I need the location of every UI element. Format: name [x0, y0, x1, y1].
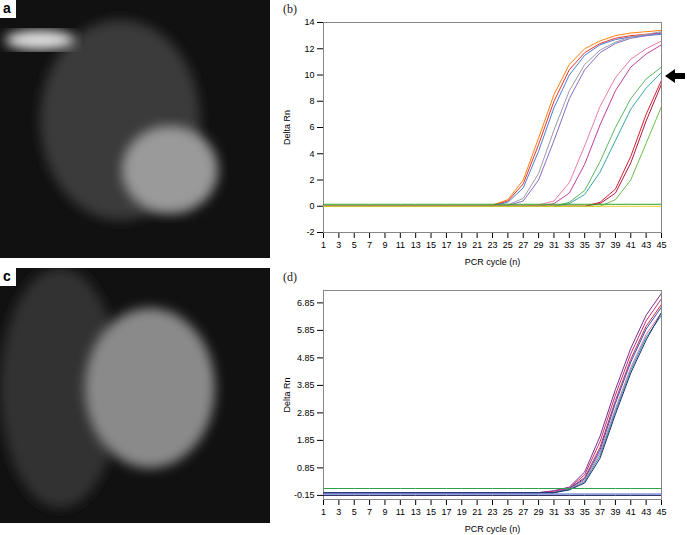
- svg-text:8: 8: [309, 96, 314, 106]
- svg-text:17: 17: [441, 240, 451, 250]
- svg-text:27: 27: [518, 507, 528, 517]
- svg-text:2.85: 2.85: [297, 408, 315, 418]
- svg-text:9: 9: [382, 240, 387, 250]
- svg-text:19: 19: [457, 240, 467, 250]
- svg-text:19: 19: [457, 507, 467, 517]
- svg-text:3: 3: [336, 507, 341, 517]
- svg-text:43: 43: [641, 507, 651, 517]
- svg-text:33: 33: [564, 507, 574, 517]
- svg-text:35: 35: [580, 507, 590, 517]
- svg-text:6: 6: [309, 122, 314, 132]
- svg-text:0: 0: [309, 201, 314, 211]
- svg-text:33: 33: [564, 240, 574, 250]
- svg-text:7: 7: [367, 240, 372, 250]
- svg-text:13: 13: [411, 240, 421, 250]
- svg-text:Delta Rn: Delta Rn: [282, 377, 292, 412]
- svg-text:PCR cycle (n): PCR cycle (n): [465, 524, 521, 534]
- svg-text:21: 21: [472, 507, 482, 517]
- svg-text:41: 41: [626, 507, 636, 517]
- svg-text:23: 23: [487, 240, 497, 250]
- svg-text:9: 9: [382, 507, 387, 517]
- svg-text:37: 37: [595, 240, 605, 250]
- svg-text:23: 23: [487, 507, 497, 517]
- svg-text:21: 21: [472, 240, 482, 250]
- svg-text:45: 45: [656, 507, 666, 517]
- svg-text:0.85: 0.85: [297, 463, 315, 473]
- svg-text:29: 29: [534, 240, 544, 250]
- svg-text:-0.15: -0.15: [294, 490, 315, 500]
- svg-text:31: 31: [549, 240, 559, 250]
- svg-text:5: 5: [352, 240, 357, 250]
- svg-text:11: 11: [396, 240, 405, 250]
- svg-text:37: 37: [595, 507, 605, 517]
- svg-text:13: 13: [411, 507, 421, 517]
- svg-text:25: 25: [503, 507, 513, 517]
- svg-text:35: 35: [580, 240, 590, 250]
- svg-text:15: 15: [426, 240, 436, 250]
- svg-text:7: 7: [367, 507, 372, 517]
- svg-text:15: 15: [426, 507, 436, 517]
- svg-text:2: 2: [309, 175, 314, 185]
- html-text:(d): (d): [283, 270, 297, 284]
- svg-text:31: 31: [549, 507, 559, 517]
- svg-text:4: 4: [309, 149, 314, 159]
- svg-text:Delta Rn: Delta Rn: [282, 110, 292, 145]
- svg-text:45: 45: [656, 240, 666, 250]
- svg-text:25: 25: [503, 240, 513, 250]
- html-text:c: c: [3, 268, 11, 284]
- html-text:(b): (b): [283, 2, 297, 16]
- svg-text:41: 41: [626, 240, 636, 250]
- svg-text:12: 12: [304, 44, 314, 54]
- svg-text:PCR cycle (n): PCR cycle (n): [465, 257, 521, 267]
- svg-text:3.85: 3.85: [297, 380, 315, 390]
- svg-text:3: 3: [336, 240, 341, 250]
- svg-text:1: 1: [321, 507, 326, 517]
- html-text:a: a: [3, 0, 11, 16]
- svg-text:-2: -2: [306, 227, 314, 237]
- svg-text:1.85: 1.85: [297, 435, 315, 445]
- svg-text:5: 5: [352, 507, 357, 517]
- svg-text:6.85: 6.85: [297, 298, 315, 308]
- svg-text:11: 11: [396, 507, 405, 517]
- svg-text:5.85: 5.85: [297, 325, 315, 335]
- svg-text:4.85: 4.85: [297, 353, 315, 363]
- svg-text:17: 17: [441, 507, 451, 517]
- svg-text:1: 1: [321, 240, 326, 250]
- svg-text:29: 29: [534, 507, 544, 517]
- svg-text:14: 14: [304, 17, 314, 27]
- svg-text:27: 27: [518, 240, 528, 250]
- svg-text:39: 39: [610, 240, 620, 250]
- svg-text:10: 10: [304, 70, 314, 80]
- svg-text:43: 43: [641, 240, 651, 250]
- svg-text:39: 39: [610, 507, 620, 517]
